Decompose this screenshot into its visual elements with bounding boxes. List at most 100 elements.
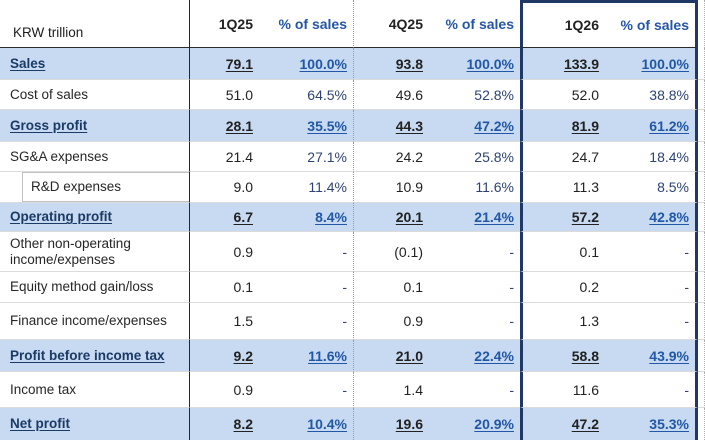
cell-value-text: 133.9 — [563, 55, 599, 72]
cell-pct: 18.4% — [602, 142, 698, 172]
cell-pct: 100.0% — [256, 48, 354, 80]
column-header-1q25-1: 1Q25 — [190, 0, 256, 48]
row-label-sales: Sales — [0, 48, 190, 80]
cell-pct-text: 35.3% — [649, 416, 689, 432]
cell-value-text: 0.2 — [579, 279, 599, 295]
column-header-of-sales-4-text: % of sales — [445, 15, 514, 32]
cell-pct: 27.1% — [256, 142, 354, 172]
cell-value-text: 51.0 — [225, 86, 253, 103]
cell-pct-text: 47.2% — [474, 117, 514, 134]
cell-pct-text: - — [509, 381, 514, 398]
table-right-edge — [698, 232, 705, 272]
row-label-r-d-expenses: R&D expenses — [0, 172, 190, 203]
cell-value: 21.0 — [354, 340, 426, 372]
cell-value-text: 58.8 — [571, 347, 599, 364]
cell-value-text: 47.2 — [571, 416, 599, 432]
cell-pct: - — [426, 372, 520, 408]
cell-value: 0.1 — [520, 232, 602, 272]
cell-pct: 52.8% — [426, 80, 520, 110]
row-label-other-non-operating-income-expenses: Other non-operating income/expenses — [0, 232, 190, 272]
cell-pct: - — [602, 372, 698, 408]
table-right-edge — [698, 48, 705, 80]
cell-pct-text: 10.4% — [307, 416, 347, 432]
cell-value-text: 81.9 — [571, 117, 599, 134]
cell-pct-text: 21.4% — [474, 209, 514, 225]
row-label-text: Profit before income tax — [10, 347, 165, 363]
cell-pct: - — [426, 272, 520, 303]
cell-value: 58.8 — [520, 340, 602, 372]
cell-value-text: 24.2 — [395, 148, 423, 165]
cell-value-text: 0.1 — [403, 279, 423, 295]
row-label-net-profit: Net profit — [0, 408, 190, 440]
cell-pct-text: 42.8% — [649, 209, 689, 225]
cell-pct-text: 61.2% — [649, 117, 689, 134]
table-right-edge — [698, 272, 705, 303]
cell-value: (0.1) — [354, 232, 426, 272]
unit-label: KRW trillion — [0, 0, 190, 48]
cell-value-text: 20.1 — [395, 209, 423, 225]
cell-pct-text: 64.5% — [307, 86, 347, 103]
table-right-edge — [698, 110, 705, 142]
row-label-text: Sales — [10, 55, 46, 71]
cell-value-text: 79.1 — [225, 55, 253, 72]
cell-value: 79.1 — [190, 48, 256, 80]
cell-pct-text: 11.6% — [308, 347, 347, 364]
cell-pct: 8.5% — [602, 172, 698, 203]
cell-pct-text: 100.0% — [466, 55, 514, 72]
cell-value-text: 10.9 — [395, 179, 423, 195]
row-label-cost-of-sales: Cost of sales — [0, 80, 190, 110]
cell-value: 20.1 — [354, 203, 426, 232]
row-label-text: Other non-operating income/expenses — [10, 235, 131, 267]
cell-pct: - — [426, 303, 520, 340]
cell-value-text: 8.2 — [233, 416, 253, 432]
row-label-text: SG&A expenses — [10, 148, 109, 164]
cell-pct-text: 25.8% — [474, 148, 514, 165]
cell-pct-text: - — [342, 381, 347, 398]
cell-pct: 20.9% — [426, 408, 520, 440]
cell-value-text: 1.3 — [579, 313, 599, 329]
cell-pct: 11.6% — [426, 172, 520, 203]
cell-value: 8.2 — [190, 408, 256, 440]
cell-value-text: 24.7 — [571, 148, 599, 165]
cell-value-text: 9.0 — [233, 179, 253, 195]
indent-bracket: R&D expenses — [22, 172, 189, 202]
cell-value-text: 0.1 — [233, 279, 253, 295]
row-label-profit-before-income-tax: Profit before income tax — [0, 340, 190, 372]
cell-pct-text: 38.8% — [649, 86, 689, 103]
column-header-4q25-3: 4Q25 — [354, 0, 426, 48]
cell-value-text: 52.0 — [571, 86, 599, 103]
cell-pct-text: - — [684, 381, 689, 398]
cell-pct: 35.5% — [256, 110, 354, 142]
table-right-edge — [698, 408, 705, 440]
cell-value: 93.8 — [354, 48, 426, 80]
cell-pct-text: - — [684, 243, 689, 260]
cell-value-text: 11.6 — [572, 381, 599, 398]
cell-pct: 42.8% — [602, 203, 698, 232]
cell-pct: 61.2% — [602, 110, 698, 142]
cell-pct-text: 8.5% — [657, 179, 689, 195]
row-label-income-tax: Income tax — [0, 372, 190, 408]
cell-value: 1.3 — [520, 303, 602, 340]
cell-value: 52.0 — [520, 80, 602, 110]
cell-value-text: 11.3 — [572, 179, 599, 195]
cell-value-text: 28.1 — [225, 117, 253, 134]
cell-value: 44.3 — [354, 110, 426, 142]
cell-pct-text: - — [509, 313, 514, 329]
cell-value: 1.5 — [190, 303, 256, 340]
cell-value-text: 44.3 — [395, 117, 423, 134]
cell-pct-text: - — [342, 313, 347, 329]
row-label-text: Operating profit — [10, 209, 112, 225]
cell-value-text: 9.2 — [233, 347, 253, 364]
cell-value: 0.1 — [354, 272, 426, 303]
cell-pct-text: 27.1% — [307, 148, 347, 165]
cell-value-text: 21.0 — [395, 347, 423, 364]
table-right-edge — [698, 303, 705, 340]
row-label-text: Gross profit — [10, 117, 88, 133]
cell-pct-text: 20.9% — [474, 416, 514, 432]
column-header-of-sales-2-text: % of sales — [278, 15, 347, 32]
column-header-of-sales-4: % of sales — [426, 0, 520, 48]
cell-pct: 11.4% — [256, 172, 354, 203]
table-right-edge — [698, 80, 705, 110]
